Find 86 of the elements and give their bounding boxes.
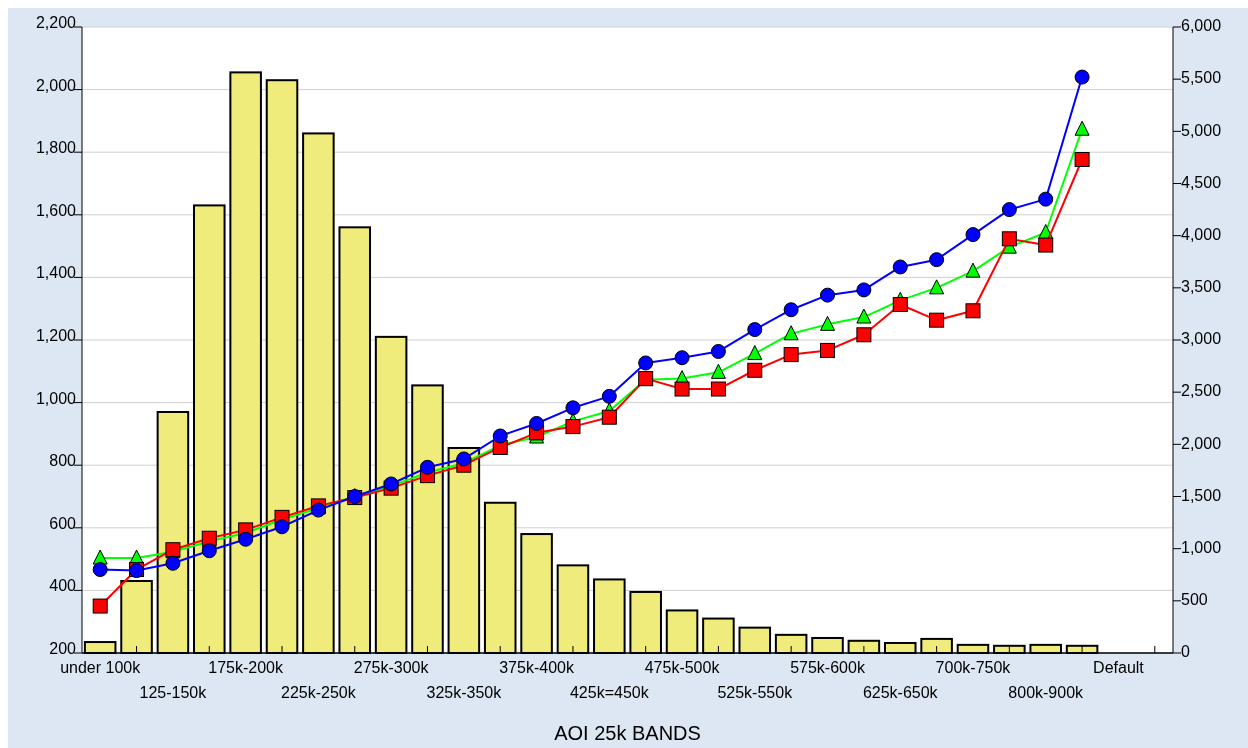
point [529,415,545,431]
point [783,325,799,341]
point [929,252,945,268]
y2-tick-label: 0 [1181,643,1190,661]
y-tick-label: 600 [49,514,77,532]
point [710,363,726,379]
point [1074,152,1090,167]
point [601,388,617,404]
point [1074,120,1090,136]
point [710,343,726,359]
point [929,312,945,328]
point [1001,231,1017,247]
y2-tick-label: 2,500 [1181,382,1222,400]
point [1001,202,1017,218]
point [492,428,508,444]
point [565,400,581,416]
point [820,342,836,358]
point [892,259,908,275]
point [820,315,836,331]
y2-tick-label: 3,500 [1181,278,1222,296]
point [892,297,908,313]
x-tick-label: 700k-750k [935,659,1012,676]
point [674,381,690,397]
point [710,381,726,397]
x-tick-label: 325k-350k [426,684,503,701]
point [783,347,799,363]
x-tick-label: 625k-650k [862,684,939,701]
point [1038,191,1054,207]
y2-tick-label: 2,000 [1181,434,1222,452]
point [856,308,872,324]
y-tick-label: 2,200 [35,14,77,32]
x-tick-label: 375k-400k [499,659,575,676]
point [238,531,254,547]
y-tick-label: 1,600 [35,201,77,219]
y-tick-label: 2,000 [35,76,77,94]
x-tick-label: Default [1093,659,1145,676]
point [1038,237,1054,253]
point [92,562,108,578]
y-tick-label: 1,000 [35,389,77,407]
point [674,350,690,366]
point [965,227,981,243]
y2-tick-label: 6,000 [1181,17,1222,35]
y-tick-label: 1,800 [35,139,77,157]
x-tick-label: 425k=450k [569,684,650,701]
point [565,419,581,435]
y2-tick-label: 4,500 [1181,173,1222,191]
point [747,362,763,378]
x-tick-label: 225k-250k [281,684,357,701]
point [601,409,617,425]
y2-tick-label: 4,000 [1181,225,1222,243]
point [274,519,290,535]
point [965,262,981,278]
point [638,355,654,371]
point [965,303,981,319]
y2-tick-label: 1,000 [1181,538,1222,556]
y-tick-label: 1,200 [35,327,77,345]
point [419,459,435,475]
y2-tick-label: 5,000 [1181,121,1222,139]
x-tick-label: under 100k [60,659,142,676]
y-tick-label: 1,400 [35,264,77,282]
x-tick-label: 275k-300k [353,659,430,676]
point [201,543,217,559]
point [856,282,872,298]
point [165,555,181,571]
point [929,279,945,295]
x-tick-label: 125-150k [139,684,208,701]
y2-tick-label: 3,000 [1181,330,1222,348]
x-axis-title: AOI 25k BANDS [554,722,701,744]
y-tick-label: 400 [49,577,77,595]
point [92,598,108,614]
x-tick-label: 475k-500k [644,659,721,676]
point [856,327,872,343]
y2-tick-label: 1,500 [1181,486,1222,504]
point [783,302,799,318]
point [747,345,763,361]
point [1074,69,1090,85]
y2-tick-label: 5,500 [1181,69,1222,87]
x-tick-label: 525k-550k [717,684,794,701]
x-tick-label: 800k-900k [1008,684,1085,701]
y-tick-label: 200 [49,640,77,658]
y2-tick-label: 500 [1181,591,1208,609]
x-tick-label: 575k-600k [790,659,866,676]
point [820,287,836,303]
y-tick-label: 800 [49,452,77,470]
point [747,322,763,338]
x-tick-label: 175k-200k [208,659,285,676]
